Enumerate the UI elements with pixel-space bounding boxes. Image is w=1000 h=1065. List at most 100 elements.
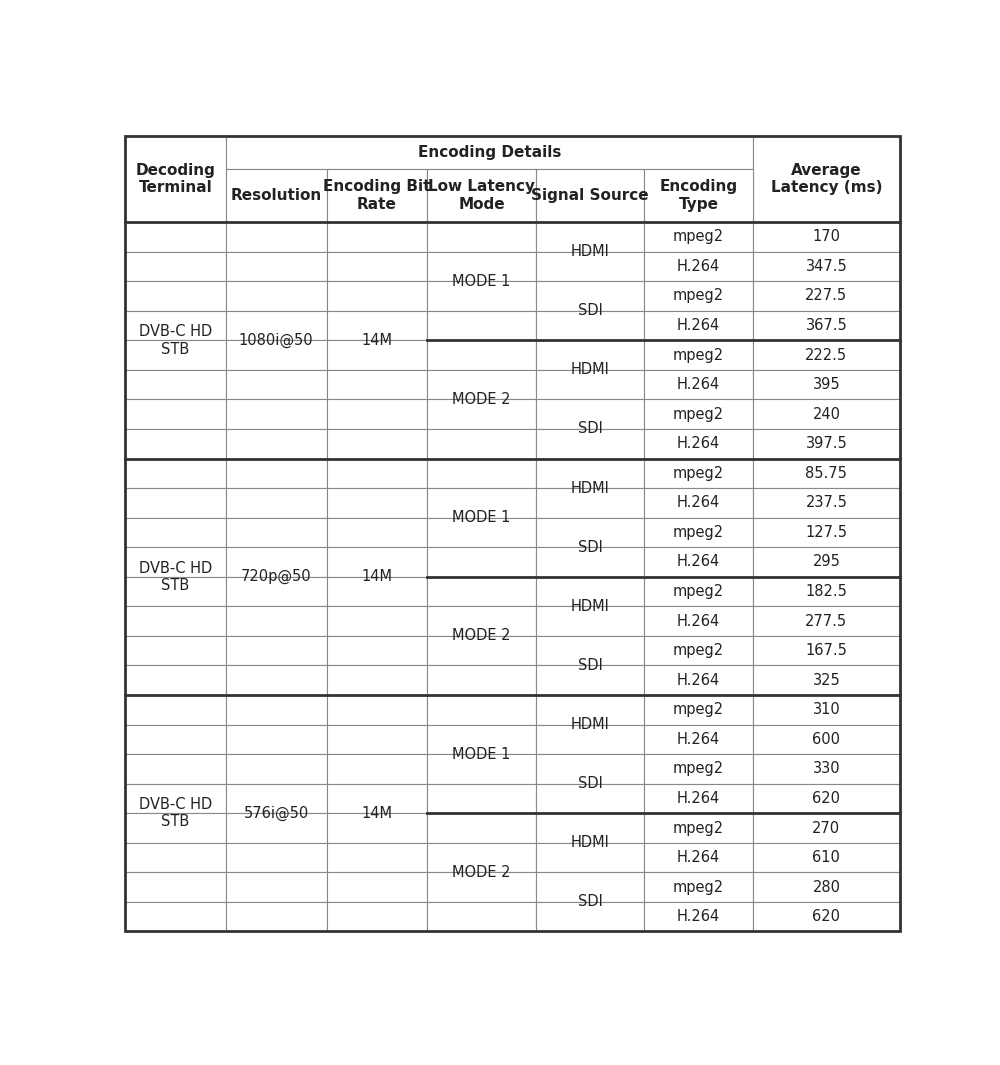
Text: H.264: H.264: [677, 555, 720, 570]
Bar: [226, 370, 326, 399]
Bar: [753, 223, 900, 251]
Bar: [427, 902, 536, 932]
Bar: [326, 281, 427, 311]
Bar: [536, 223, 644, 251]
Bar: [326, 666, 427, 695]
Text: 610: 610: [812, 850, 840, 865]
Bar: [536, 168, 644, 223]
Bar: [125, 488, 226, 518]
Bar: [644, 168, 753, 223]
Bar: [326, 311, 427, 341]
Text: 14M: 14M: [361, 333, 392, 348]
Bar: [125, 518, 226, 547]
Text: 14M: 14M: [361, 806, 392, 821]
Bar: [125, 902, 226, 932]
Bar: [536, 902, 644, 932]
Bar: [427, 341, 536, 370]
Bar: [326, 518, 427, 547]
Bar: [427, 842, 536, 872]
Bar: [427, 666, 536, 695]
Bar: [753, 518, 900, 547]
Bar: [753, 872, 900, 902]
Bar: [427, 370, 536, 399]
Text: 347.5: 347.5: [806, 259, 847, 274]
Bar: [326, 842, 427, 872]
Bar: [427, 814, 536, 842]
Bar: [427, 281, 536, 311]
Bar: [644, 251, 753, 281]
Text: DVB-C HD
STB: DVB-C HD STB: [139, 324, 212, 357]
Bar: [753, 281, 900, 311]
Text: Encoding Bit
Rate: Encoding Bit Rate: [323, 179, 431, 212]
Text: mpeg2: mpeg2: [673, 820, 724, 836]
Bar: [226, 168, 326, 223]
Bar: [326, 341, 427, 370]
Bar: [326, 429, 427, 459]
Bar: [125, 399, 226, 429]
Text: 1080i@50: 1080i@50: [239, 332, 313, 348]
Text: DVB-C HD
STB: DVB-C HD STB: [139, 797, 212, 830]
Bar: [644, 459, 753, 488]
Bar: [326, 370, 427, 399]
Text: MODE 1: MODE 1: [452, 510, 511, 525]
Text: mpeg2: mpeg2: [673, 229, 724, 244]
Bar: [226, 666, 326, 695]
Bar: [427, 518, 536, 547]
Text: H.264: H.264: [677, 791, 720, 806]
Text: mpeg2: mpeg2: [673, 347, 724, 362]
Bar: [427, 488, 536, 518]
Bar: [226, 488, 326, 518]
Text: mpeg2: mpeg2: [673, 465, 724, 480]
Bar: [125, 666, 226, 695]
Bar: [326, 606, 427, 636]
Bar: [644, 724, 753, 754]
Bar: [125, 251, 226, 281]
Text: 170: 170: [812, 229, 840, 244]
Bar: [125, 577, 226, 606]
Bar: [125, 341, 226, 370]
Bar: [536, 459, 644, 488]
Bar: [536, 577, 644, 606]
Bar: [427, 695, 536, 724]
Bar: [753, 636, 900, 666]
Bar: [753, 251, 900, 281]
Bar: [753, 429, 900, 459]
Text: HDMI: HDMI: [571, 244, 609, 259]
Bar: [644, 223, 753, 251]
Text: H.264: H.264: [677, 850, 720, 865]
Bar: [326, 636, 427, 666]
Text: 620: 620: [812, 791, 840, 806]
Text: H.264: H.264: [677, 910, 720, 924]
Bar: [536, 606, 644, 636]
Text: MODE 1: MODE 1: [452, 274, 511, 289]
Bar: [326, 488, 427, 518]
Text: SDI: SDI: [578, 540, 602, 555]
Bar: [326, 547, 427, 577]
Bar: [326, 754, 427, 784]
Bar: [753, 754, 900, 784]
Text: SDI: SDI: [578, 895, 602, 910]
Bar: [644, 636, 753, 666]
Bar: [644, 488, 753, 518]
Bar: [226, 518, 326, 547]
Bar: [644, 666, 753, 695]
Bar: [125, 636, 226, 666]
Bar: [125, 814, 226, 842]
Text: 576i@50: 576i@50: [244, 805, 309, 821]
Bar: [125, 281, 226, 311]
Bar: [536, 547, 644, 577]
Text: 395: 395: [813, 377, 840, 392]
Bar: [753, 488, 900, 518]
Text: mpeg2: mpeg2: [673, 525, 724, 540]
Bar: [427, 429, 536, 459]
Text: mpeg2: mpeg2: [673, 880, 724, 895]
Bar: [226, 577, 326, 606]
Text: 295: 295: [812, 555, 840, 570]
Bar: [427, 577, 536, 606]
Text: HDMI: HDMI: [571, 362, 609, 377]
Text: H.264: H.264: [677, 673, 720, 688]
Text: 270: 270: [812, 820, 840, 836]
Bar: [753, 341, 900, 370]
Bar: [125, 724, 226, 754]
Text: H.264: H.264: [677, 732, 720, 747]
